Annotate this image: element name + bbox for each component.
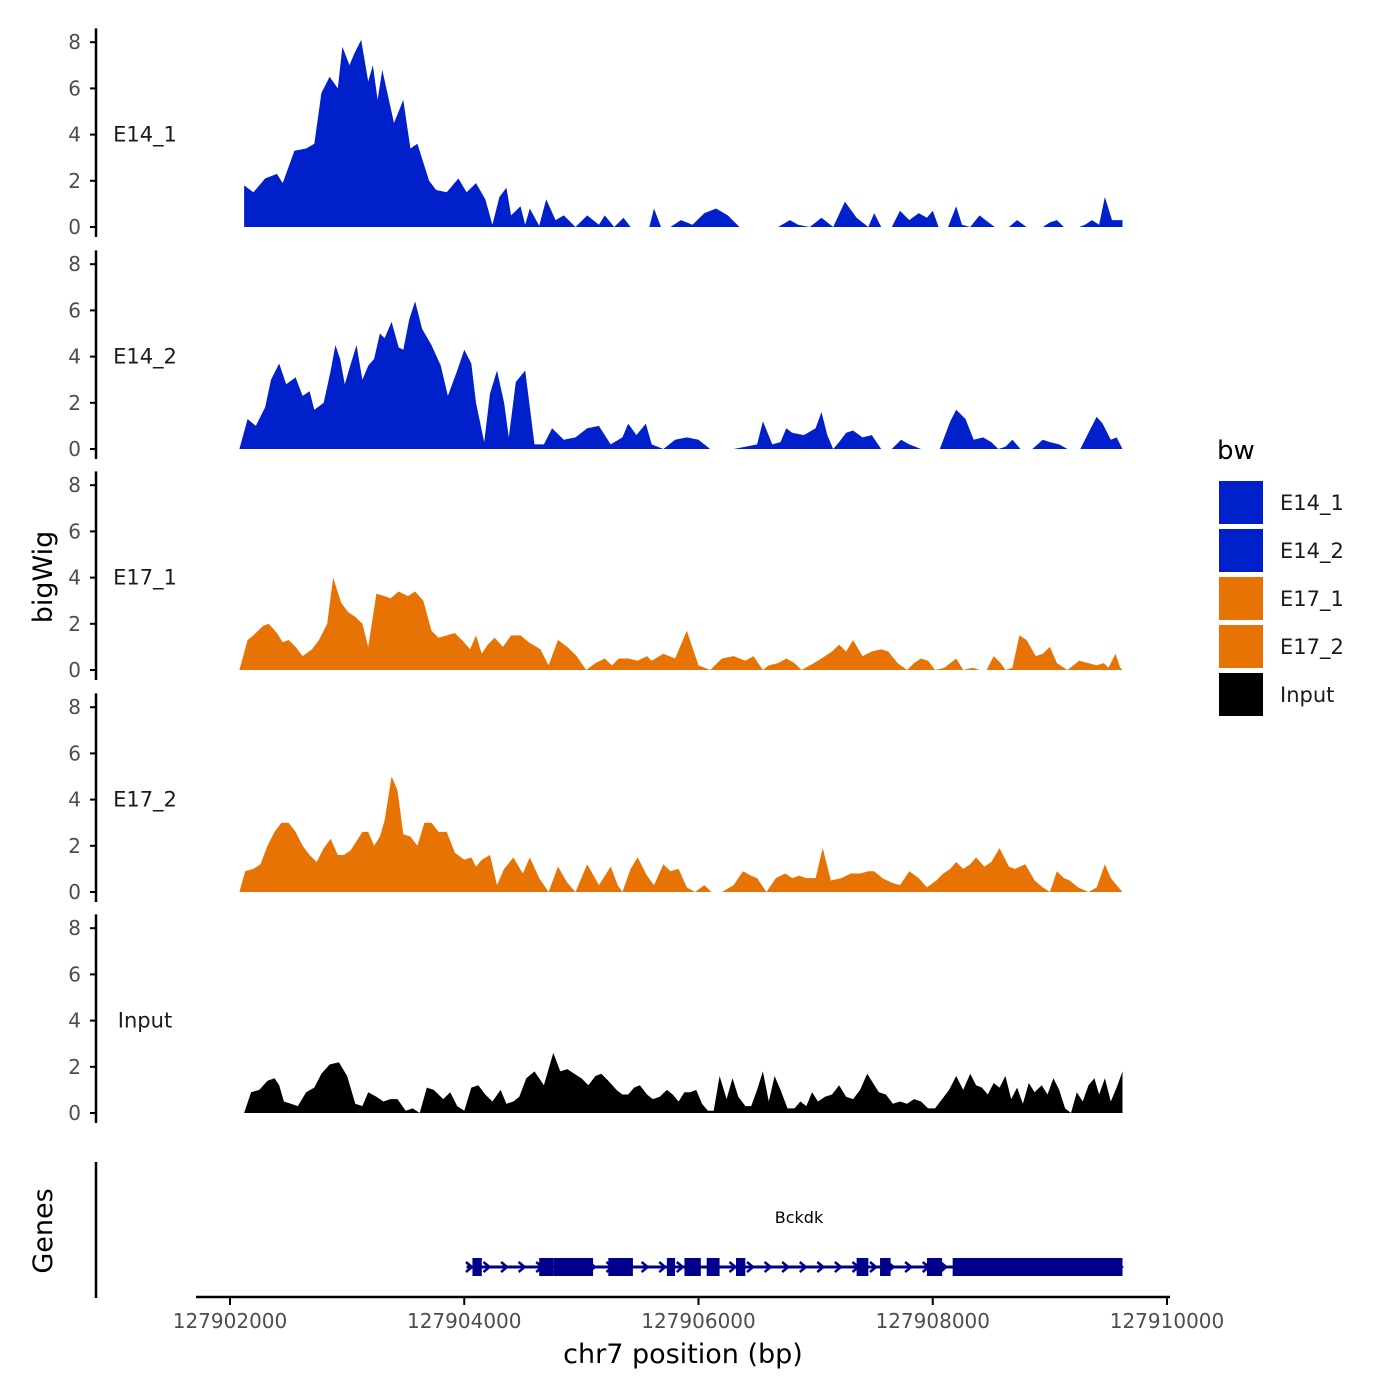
legend-label: E14_2 [1280,539,1344,564]
legend-label: E17_2 [1280,635,1344,660]
y-tick-label: 8 [68,30,81,54]
legend-swatch [1219,481,1263,524]
exon [539,1258,554,1276]
exon [472,1258,482,1276]
x-axis: chr7 position (bp) 127902000 127904000 127… [173,1295,1225,1370]
genes-axis-title: Genes [28,1188,59,1273]
strand-arrow [517,1261,527,1273]
track-e17-2: 0 2 4 6 8 E17_2 [68,693,1123,904]
legend-swatch [1219,625,1263,668]
signal-tracks: 0 2 4 6 8 E14_1 0 2 4 6 8 E14_2 0 2 4 6 8 E17_1 0 2 4 6 8 E17_2… [68,28,1123,1125]
y-tick-label: 2 [68,612,81,636]
track-e17-1: 0 2 4 6 8 E17_1 [68,471,1123,682]
legend-title: bw [1217,436,1255,466]
y-tick-label: 6 [68,962,81,986]
y-tick-label: 2 [68,169,81,193]
legend: bw E14_1 E14_2 E17_1 E17_2 Input [1217,436,1344,716]
legend-swatch [1219,529,1263,572]
strand-arrow [746,1261,755,1273]
exon [952,1258,1123,1276]
strand-arrow [465,1261,474,1273]
x-tick-label: 127906000 [641,1309,756,1333]
signal-area [239,301,1123,449]
track-label: Input [118,1009,172,1033]
strand-arrow [869,1261,878,1273]
y-tick-label: 0 [68,215,81,239]
legend-swatch [1219,673,1263,716]
track-label: E14_2 [113,345,177,370]
strand-arrow [658,1261,668,1273]
x-tick-label: 127908000 [875,1309,990,1333]
y-tick-label: 2 [68,834,81,858]
legend-label: E17_1 [1280,587,1344,612]
y-tick-label: 0 [68,1101,81,1125]
track-label: E17_2 [113,788,177,813]
y-tick-label: 6 [68,298,81,322]
y-axis-title: bigWig [28,531,59,624]
y-tick-label: 8 [68,473,81,497]
gene-name-label: Bckdk [775,1208,824,1227]
exon [666,1258,676,1276]
track-label: E14_1 [113,123,177,148]
track-label: E17_1 [113,566,177,591]
y-tick-label: 8 [68,252,81,276]
signal-area [244,39,1123,228]
strand-arrow [781,1261,791,1273]
exon [926,1258,943,1276]
legend-label: Input [1280,683,1334,707]
legend-swatch [1219,577,1263,620]
y-tick-label: 4 [68,788,81,812]
exon [880,1258,891,1276]
strand-arrow [640,1261,650,1273]
x-tick-label: 127902000 [173,1309,288,1333]
y-tick-label: 2 [68,1055,81,1079]
exon [856,1258,869,1276]
y-tick-label: 8 [68,916,81,940]
x-tick-label: 127904000 [407,1309,522,1333]
y-tick-label: 4 [68,1009,81,1033]
strand-arrow [675,1261,685,1273]
exon [608,1258,633,1276]
y-tick-label: 0 [68,880,81,904]
y-tick-label: 6 [68,76,81,100]
y-tick-label: 4 [68,566,81,590]
strand-arrow [798,1261,808,1273]
y-tick-label: 6 [68,741,81,765]
signal-area [244,1052,1123,1113]
exon [735,1258,746,1276]
y-tick-label: 0 [68,658,81,682]
strand-arrow [763,1261,773,1273]
strand-arrow [834,1261,843,1273]
strand-arrow [728,1261,738,1273]
exon [706,1258,720,1276]
y-tick-label: 0 [68,437,81,461]
track-e14-1: 0 2 4 6 8 E14_1 [68,28,1123,239]
gene-track: Genes Bckdk [28,1162,1124,1298]
exon [553,1258,594,1276]
y-tick-label: 8 [68,695,81,719]
strand-arrow [904,1261,914,1273]
signal-area [239,577,1123,670]
legend-label: E14_1 [1280,491,1344,516]
x-tick-label: 127910000 [1110,1309,1225,1333]
strand-arrow [482,1261,492,1273]
track-e14-2: 0 2 4 6 8 E14_2 [68,250,1123,461]
exon [684,1258,701,1276]
y-tick-label: 2 [68,391,81,415]
strand-arrow [816,1261,826,1273]
strand-arrow [939,1261,949,1273]
x-axis-title: chr7 position (bp) [563,1339,803,1370]
signal-area [239,776,1123,892]
y-tick-label: 6 [68,519,81,543]
y-tick-label: 4 [68,123,81,147]
y-tick-label: 4 [68,345,81,369]
track-input: 0 2 4 6 8 Input [68,914,1123,1125]
strand-arrow [500,1261,510,1273]
